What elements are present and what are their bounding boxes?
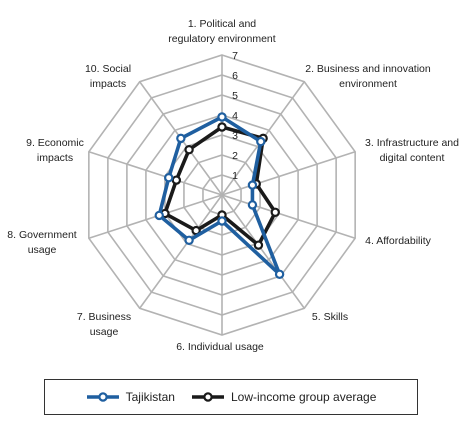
axis-label: 7. Business — [77, 311, 131, 323]
tick-label: 1 — [232, 170, 238, 182]
tick-label: 2 — [232, 150, 238, 162]
data-point-low-income — [253, 240, 264, 250]
data-point-tajikistan — [247, 200, 258, 210]
data-point-tajikistan — [176, 133, 186, 144]
axis-label: usage — [90, 326, 119, 338]
grid-spoke — [88, 150, 223, 196]
legend-item-low-income: Low-income group average — [191, 390, 376, 404]
data-point-tajikistan — [217, 112, 227, 122]
data-point-tajikistan — [247, 180, 258, 190]
axis-label: environment — [339, 78, 397, 90]
radar-chart: 1 2 3 4 5 6 7 1. Political and regulatory enviro… — [7, 18, 459, 353]
legend-item-tajikistan: Tajikistan — [86, 390, 175, 404]
data-point-tajikistan — [154, 210, 164, 221]
data-point-tajikistan — [274, 269, 285, 279]
axis-label: 8. Government — [7, 229, 77, 241]
axis-label: digital content — [380, 152, 445, 164]
axis-label: 9. Economic — [26, 137, 84, 149]
tick-label: 6 — [232, 70, 238, 82]
axis-label: 5. Skills — [312, 311, 348, 323]
legend: Tajikistan Low-income group average — [44, 379, 418, 415]
legend-label-low-income: Low-income group average — [230, 390, 377, 404]
tick-label: 7 — [232, 50, 238, 62]
axis-label: 4. Affordability — [365, 235, 432, 247]
data-point-tajikistan — [164, 172, 174, 183]
axis-label: 1. Political and — [188, 18, 256, 30]
grid-spoke — [221, 194, 305, 309]
data-point-tajikistan — [217, 216, 227, 226]
axis-label: regulatory environment — [168, 33, 275, 45]
axis-label: 10. Social — [85, 63, 131, 75]
data-point-tajikistan — [256, 136, 266, 147]
axis-label: impacts — [90, 78, 126, 90]
grid-spoke — [221, 150, 356, 196]
tick-label: 3 — [232, 130, 238, 142]
data-point-tajikistan — [184, 235, 194, 246]
tick-label: 5 — [232, 90, 238, 102]
grid-spoke — [139, 194, 223, 309]
data-point-low-income — [217, 122, 227, 132]
legend-swatch-low-income — [191, 392, 224, 402]
tick-label: 4 — [232, 110, 238, 122]
axis-label: 6. Individual usage — [176, 341, 264, 353]
data-point-low-income — [171, 175, 182, 185]
legend-swatch-tajikistan — [86, 392, 119, 402]
data-point-low-income — [184, 144, 194, 155]
data-point-low-income — [270, 207, 280, 218]
axis-label: impacts — [37, 152, 73, 164]
axis-label: usage — [28, 244, 57, 256]
grid-spoke — [221, 194, 356, 240]
legend-label-tajikistan: Tajikistan — [125, 390, 175, 404]
axis-label: 3. Infrastructure and — [365, 137, 459, 149]
axis-label: 2. Business and innovation — [305, 63, 431, 75]
